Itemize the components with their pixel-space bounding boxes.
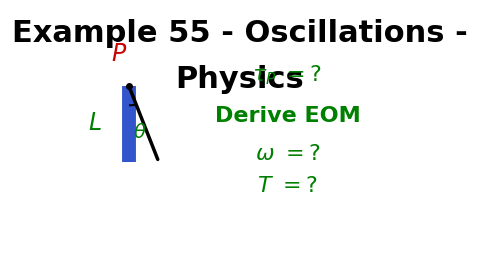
Text: $L$: $L$ xyxy=(88,111,102,135)
Text: $P$: $P$ xyxy=(111,42,127,66)
Text: Physics: Physics xyxy=(176,65,304,94)
Text: $\theta$: $\theta$ xyxy=(133,123,147,142)
Text: Example 55 - Oscillations -: Example 55 - Oscillations - xyxy=(12,19,468,48)
Text: $T\ =?$: $T\ =?$ xyxy=(257,176,318,196)
Text: $\tau_P\ =?$: $\tau_P\ =?$ xyxy=(252,64,323,87)
Text: $\omega\ =?$: $\omega\ =?$ xyxy=(255,144,320,164)
Text: Derive EOM: Derive EOM xyxy=(215,106,360,126)
